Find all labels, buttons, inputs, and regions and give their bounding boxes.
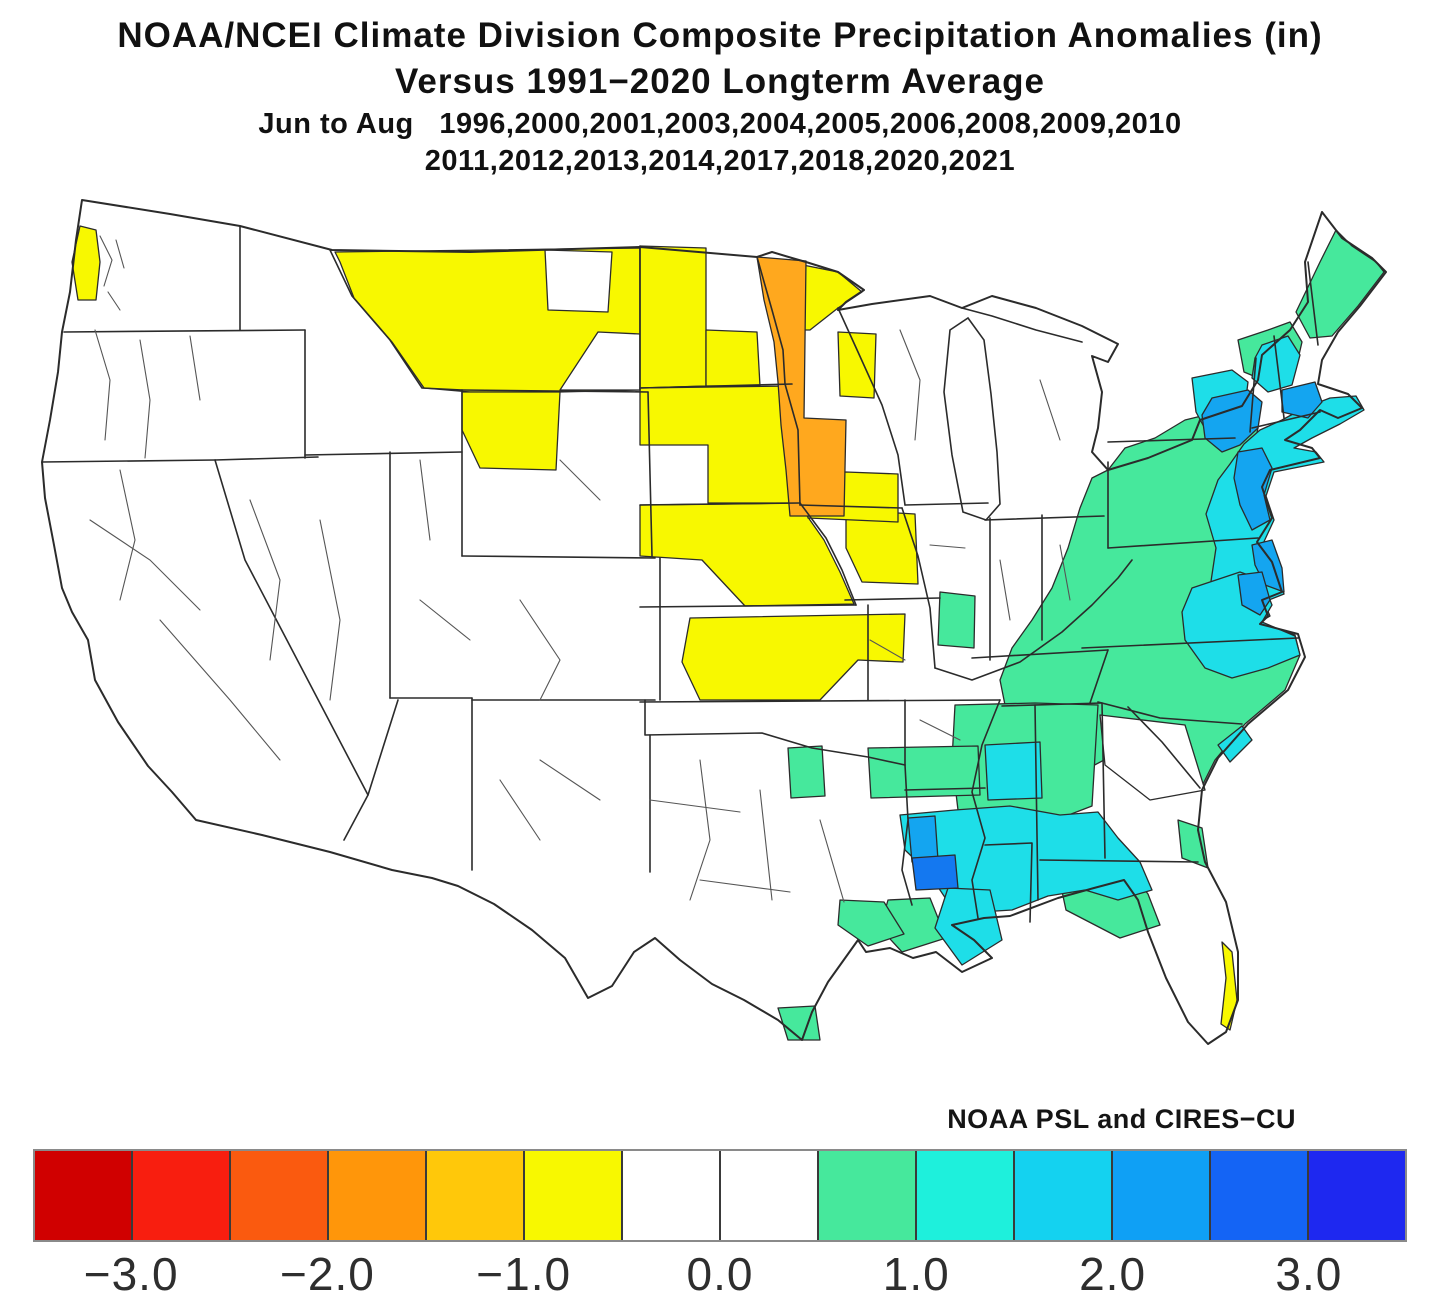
region-wy-northeast-dry <box>461 391 561 471</box>
dry-anomaly-regions <box>71 225 1238 1031</box>
great-lakes <box>943 316 1001 521</box>
colorbar-segment-8 <box>819 1151 917 1240</box>
region-mn-central-band-dry <box>756 256 847 517</box>
region-upper-texas-coast-wet <box>837 899 905 947</box>
colorbar-tick-label-2: 2.0 <box>1079 1248 1147 1300</box>
wet-anomaly-regions-blue <box>907 381 1323 891</box>
colorbar-tick-label--2: −2.0 <box>280 1248 375 1300</box>
division-boundary-lines <box>89 235 1071 903</box>
colorbar-segment-6 <box>623 1151 721 1240</box>
colorbar-segment-0 <box>35 1151 133 1240</box>
page-subtitle-baseline: Versus 1991−2020 Longterm Average <box>394 62 1046 101</box>
colorbar-tick-label--3: −3.0 <box>83 1248 179 1300</box>
region-s-mississippi-wet <box>907 815 939 863</box>
colorbar-tick-label-0: 0.0 <box>686 1248 754 1300</box>
region-montana-white-gap-1 <box>544 249 613 313</box>
subtitle-season-years-1: Jun to Aug 1996,2000,2001,2003,2004,2005… <box>258 108 1182 140</box>
colorbar-segment-12 <box>1211 1151 1309 1240</box>
region-nd-west-dry <box>639 245 707 389</box>
region-s-mississippi-coast-wet <box>911 854 959 891</box>
region-ms-al-pocket-wet <box>984 741 1043 801</box>
region-w-kentucky-wet <box>937 591 976 649</box>
subtitle-years-2: 2011,2012,2013,2014,2017,2018,2020,2021 <box>424 145 1016 177</box>
us-outline <box>41 199 1387 1045</box>
page-title: NOAA/NCEI Climate Division Composite Pre… <box>117 16 1323 55</box>
colorbar-segment-1 <box>133 1151 231 1240</box>
lake-michigan <box>943 316 1001 521</box>
region-delaware-bay-wet <box>1251 539 1285 593</box>
region-wa-coast-dry <box>71 225 101 301</box>
colorbar-segment-2 <box>231 1151 329 1240</box>
colorbar-segment-11 <box>1113 1151 1211 1240</box>
colorbar-segment-4 <box>427 1151 525 1240</box>
colorbar-segment-10 <box>1015 1151 1113 1240</box>
colorbar-segment-13 <box>1309 1151 1405 1240</box>
region-maine-coast-band-wet <box>1295 229 1385 339</box>
attribution-text: NOAA PSL and CIRES−CU <box>947 1104 1296 1134</box>
colorbar <box>33 1149 1407 1242</box>
region-mn-central-patch-dry <box>837 331 877 399</box>
state-borders <box>41 225 1321 923</box>
region-nd-southeast-dry <box>705 329 761 387</box>
region-e-massachusetts-wet <box>1281 381 1323 419</box>
region-se-oklahoma-wet <box>787 745 826 799</box>
colorbar-segment-3 <box>329 1151 427 1240</box>
colorbar-segment-5 <box>525 1151 623 1240</box>
colorbar-segment-9 <box>917 1151 1015 1240</box>
region-se-florida-dry <box>1220 941 1238 1031</box>
colorbar-tick-label-3: 3.0 <box>1275 1248 1343 1300</box>
region-sc-ga-coastalplain-white <box>1099 714 1206 801</box>
region-sc-coast-spot-wet <box>1217 725 1253 763</box>
region-s-texas-tip-wet <box>777 1005 821 1041</box>
region-se-louisiana-delta-wet <box>934 887 1003 966</box>
region-kansas-dry <box>681 613 906 701</box>
colorbar-tick-label--1: −1.0 <box>476 1248 572 1300</box>
region-s-arkansas-n-louisiana-wet <box>867 745 981 799</box>
colorbar-segment-7 <box>721 1151 819 1240</box>
colorbar-tick-label-1: 1.0 <box>882 1248 950 1300</box>
colorbar-tick-labels: −3.0 −2.0 −1.0 0.0 1.0 2.0 3.0 <box>33 1247 1407 1305</box>
region-gulf-coast-band-wet <box>899 805 1153 913</box>
